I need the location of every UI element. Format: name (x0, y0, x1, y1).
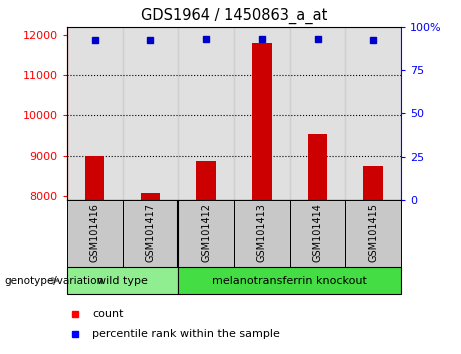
Bar (67, 27, 123, 200)
Bar (123, 200, 178, 267)
Bar (178, 200, 234, 267)
Bar (234, 27, 290, 200)
Bar (252, 43, 272, 200)
Text: GSM101417: GSM101417 (145, 203, 155, 262)
Text: GSM101412: GSM101412 (201, 203, 211, 262)
Bar (123, 27, 178, 200)
Text: count: count (92, 309, 124, 319)
Bar (141, 193, 160, 200)
Text: percentile rank within the sample: percentile rank within the sample (92, 329, 280, 339)
Text: GSM101416: GSM101416 (90, 203, 100, 262)
Bar (290, 27, 345, 200)
Text: wild type: wild type (97, 275, 148, 286)
Title: GDS1964 / 1450863_a_at: GDS1964 / 1450863_a_at (141, 7, 327, 24)
Bar (345, 200, 401, 267)
Bar (345, 27, 401, 200)
Bar (363, 166, 383, 200)
Bar (67, 267, 178, 294)
Bar (178, 267, 401, 294)
Text: genotype/variation: genotype/variation (5, 275, 104, 286)
Bar (234, 200, 290, 267)
Text: melanotransferrin knockout: melanotransferrin knockout (212, 275, 367, 286)
Bar (308, 134, 327, 200)
Bar (178, 27, 234, 200)
Text: GSM101413: GSM101413 (257, 203, 267, 262)
Bar (290, 200, 345, 267)
Bar (67, 200, 123, 267)
Bar (85, 156, 105, 200)
Bar (196, 161, 216, 200)
Text: GSM101414: GSM101414 (313, 203, 323, 262)
Text: GSM101415: GSM101415 (368, 203, 378, 262)
